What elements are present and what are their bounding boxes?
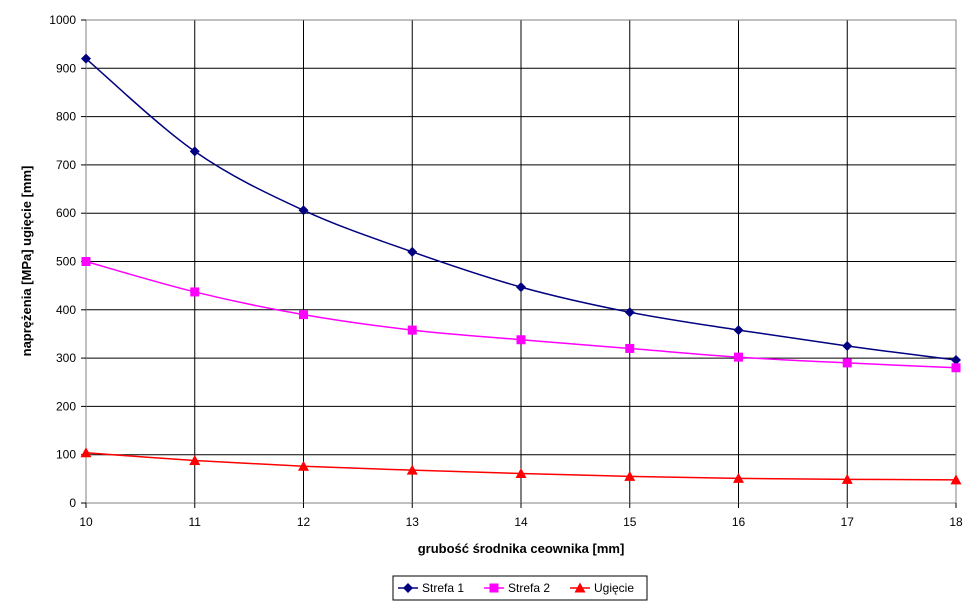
data-point	[516, 335, 526, 345]
x-tick-label: 15	[623, 515, 637, 529]
data-point	[841, 473, 853, 484]
y-tick-label: 900	[56, 61, 76, 75]
y-tick-label: 0	[69, 496, 76, 510]
legend-entry: Strefa 2	[484, 581, 550, 595]
x-tick-label: 17	[841, 515, 855, 529]
y-tick-label: 600	[56, 206, 76, 220]
x-tick-label: 18	[949, 515, 963, 529]
data-point	[733, 472, 744, 483]
legend-marker	[489, 583, 499, 593]
grid	[85, 19, 957, 504]
legend-marker	[403, 583, 413, 593]
data-point	[516, 282, 526, 293]
y-tick-label: 100	[56, 448, 76, 462]
legend-label: Ugięcie	[594, 581, 634, 595]
y-tick-label: 300	[56, 351, 76, 365]
series-1	[81, 53, 961, 366]
y-tick-label: 800	[56, 110, 76, 124]
data-point	[190, 287, 200, 297]
data-point	[189, 454, 201, 465]
legend-box	[392, 575, 648, 601]
data-point	[81, 257, 91, 266]
data-point	[515, 468, 527, 479]
data-point	[80, 447, 92, 458]
y-tick-label: 200	[56, 399, 76, 413]
data-point	[624, 470, 636, 481]
data-point	[298, 205, 309, 216]
series-layer	[80, 53, 962, 485]
y-axis-label: naprężenia [MPa] ugięcie [mm]	[19, 166, 34, 357]
x-tick-label: 16	[732, 515, 746, 529]
data-point	[407, 246, 418, 257]
data-point	[625, 343, 635, 353]
x-tick-label: 10	[79, 515, 93, 529]
y-tick-label: 500	[56, 255, 76, 269]
data-point	[407, 325, 417, 335]
data-point	[734, 352, 743, 362]
legend-label: Strefa 2	[508, 581, 550, 595]
x-axis-label: grubość środnika ceownika [mm]	[418, 541, 625, 556]
data-point	[298, 460, 309, 471]
series-3	[80, 447, 962, 485]
x-tick-label: 13	[406, 515, 420, 529]
series-2	[81, 257, 961, 373]
y-tick-label: 1000	[49, 13, 76, 27]
x-tick-label: 11	[189, 515, 202, 529]
legend-label: Strefa 1	[422, 581, 464, 595]
data-point	[299, 310, 308, 320]
data-point	[842, 358, 852, 368]
data-point	[189, 146, 200, 157]
x-tick-label: 14	[514, 515, 528, 529]
data-point	[406, 464, 418, 475]
data-point	[951, 363, 961, 373]
data-point	[624, 307, 635, 318]
data-point	[733, 325, 744, 336]
legend: Strefa 1 Strefa 2 Ugięcie	[392, 575, 648, 601]
data-point	[951, 355, 961, 366]
data-point	[81, 53, 91, 64]
x-axis-ticks: 10 11 12 13 14 15 16 17 18	[79, 503, 963, 529]
legend-entry: Strefa 1	[398, 581, 464, 595]
y-tick-label: 400	[56, 303, 76, 317]
data-point	[950, 474, 962, 485]
legend-entry: Ugięcie	[570, 581, 634, 595]
y-axis-ticks: 0 100 200 300 400 500 600 700 800 900 1000	[49, 13, 86, 510]
y-tick-label: 700	[56, 158, 76, 172]
x-tick-label: 12	[297, 515, 311, 529]
legend-marker	[574, 582, 586, 593]
data-point	[842, 341, 853, 352]
